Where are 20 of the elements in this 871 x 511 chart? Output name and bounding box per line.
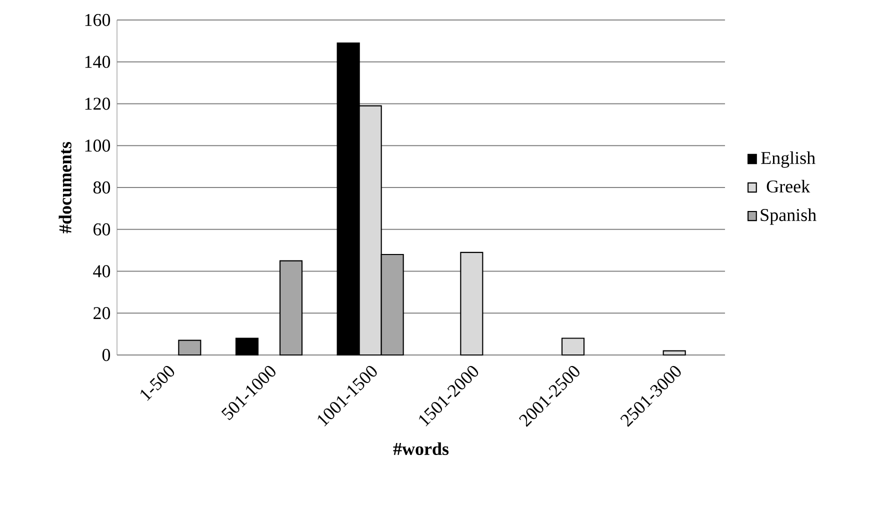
y-axis-title: #documents (58, 142, 72, 234)
y-tick-label: 100 (85, 140, 110, 152)
legend-label: Spanish (760, 208, 816, 225)
y-tick-label: 120 (85, 98, 110, 110)
bar (662, 350, 686, 356)
y-tick-label: 60 (94, 223, 110, 236)
y-tick-label: 140 (85, 56, 110, 68)
y-tick-label: 40 (93, 265, 110, 278)
y-tick-label: 0 (102, 348, 110, 362)
y-tick-label: 20 (94, 307, 110, 320)
y-tick-label: 160 (85, 14, 110, 26)
x-axis-title: #words (393, 442, 449, 456)
bar (460, 252, 484, 356)
bar (561, 338, 585, 356)
y-tick-label: 80 (93, 181, 110, 194)
legend-label: Greek (766, 180, 810, 193)
bar (178, 340, 202, 356)
bar (235, 338, 259, 356)
legend-label: English (761, 151, 816, 168)
bar (279, 260, 303, 356)
